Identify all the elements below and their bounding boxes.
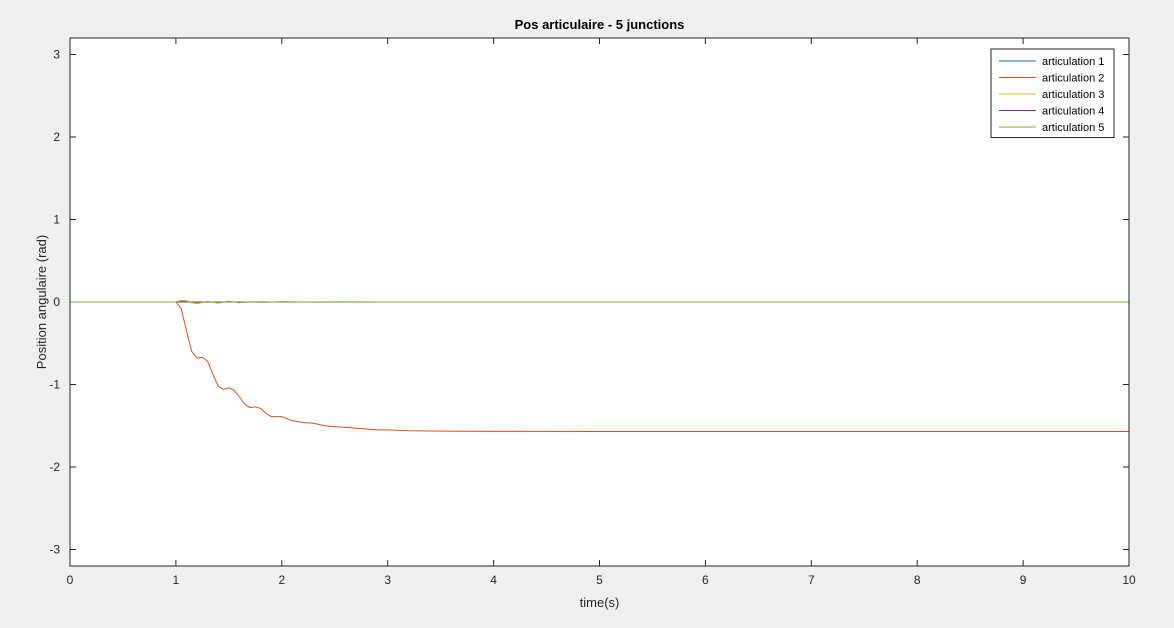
- x-tick-label: 2: [278, 573, 285, 587]
- series-line-articulation-5: [70, 300, 1129, 304]
- x-tick-label: 4: [490, 573, 497, 587]
- legend-box: [990, 48, 1115, 138]
- y-axis-label: Position angulaire (rad): [34, 235, 49, 369]
- x-tick-label: 3: [384, 573, 391, 587]
- y-tick-label: 2: [53, 130, 60, 144]
- legend-label: articulation 5: [1042, 122, 1104, 134]
- x-tick-label: 7: [808, 573, 815, 587]
- plot-frame: [69, 37, 1130, 567]
- x-tick-label: 5: [596, 573, 603, 587]
- legend-label: articulation 1: [1042, 56, 1104, 68]
- x-tick-label: 10: [1122, 573, 1136, 587]
- y-tick-label: 1: [53, 213, 60, 227]
- y-tick-label: 0: [53, 295, 60, 309]
- chart-title: Pos articulaire - 5 junctions: [515, 17, 685, 32]
- x-tick-label: 8: [914, 573, 921, 587]
- series-line-articulation-2: [70, 301, 1129, 433]
- axis-ticks: 0 1 2 3 4 5 6 7 8 9 10 -3 -2 -1 0 1 2 3: [49, 38, 1136, 587]
- x-tick-label: 0: [67, 573, 74, 587]
- y-tick-label: -3: [49, 543, 60, 557]
- y-tick-label: -2: [49, 460, 60, 474]
- legend-label: articulation 2: [1042, 73, 1104, 85]
- legend: articulation 1 articulation 2 articulation…: [990, 48, 1115, 138]
- legend-label: articulation 3: [1042, 89, 1104, 101]
- legend-label: articulation 4: [1042, 106, 1104, 118]
- x-tick-label: 6: [702, 573, 709, 587]
- x-tick-label: 9: [1020, 573, 1027, 587]
- y-tick-label: 3: [53, 48, 60, 62]
- x-tick-label: 1: [173, 573, 180, 587]
- y-tick-label: -1: [49, 378, 60, 392]
- x-axis-label: time(s): [580, 595, 620, 610]
- series-lines: [70, 299, 1129, 433]
